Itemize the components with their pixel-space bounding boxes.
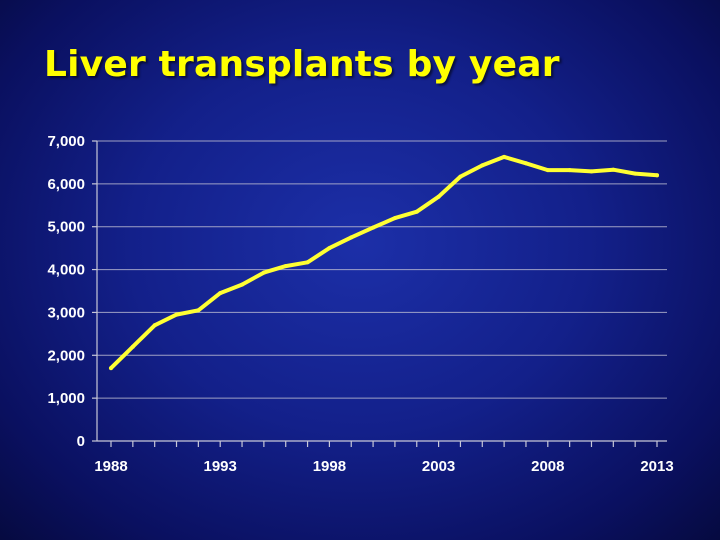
data-point	[523, 161, 528, 166]
data-point	[589, 169, 594, 174]
y-tick-label: 5,000	[47, 219, 85, 236]
data-point	[633, 171, 638, 176]
y-tick-label: 6,000	[47, 176, 85, 193]
x-tick-label: 2013	[640, 458, 673, 475]
data-point	[283, 264, 288, 269]
data-point	[174, 312, 179, 317]
data-point	[480, 163, 485, 168]
y-tick-label: 2,000	[47, 347, 85, 364]
data-point	[218, 291, 223, 296]
y-tick-label: 3,000	[47, 304, 85, 321]
series-line	[109, 154, 659, 371]
y-tick-label: 4,000	[47, 262, 85, 279]
y-tick-label: 7,000	[47, 133, 85, 150]
slide-title: Liver transplants by year	[44, 44, 560, 85]
data-point	[436, 194, 441, 199]
data-point	[305, 260, 310, 265]
data-point	[196, 308, 201, 313]
data-point	[261, 270, 266, 275]
data-point	[458, 174, 463, 179]
data-point	[130, 344, 135, 349]
data-point	[109, 366, 113, 371]
data-point	[240, 282, 245, 287]
data-point	[371, 225, 376, 230]
axes	[92, 140, 667, 447]
x-tick-label: 2008	[531, 458, 564, 475]
x-tick-label: 2003	[422, 458, 455, 475]
y-tick-label: 1,000	[47, 390, 85, 407]
series-layer	[109, 154, 659, 371]
x-tick-label: 1998	[313, 458, 346, 475]
x-tick-label: 1988	[94, 458, 127, 475]
data-point	[349, 235, 354, 240]
x-tick-label: 1993	[204, 458, 237, 475]
data-point	[611, 167, 616, 172]
data-point	[545, 168, 550, 173]
data-point	[392, 216, 397, 221]
data-point	[655, 173, 659, 178]
tick-labels: 0 1,000 2,000 3,000 4,000 5,000 6,000 7,000 1988…	[47, 133, 673, 475]
data-point	[414, 209, 419, 214]
y-tick-label: 0	[77, 433, 85, 450]
gridlines	[97, 140, 667, 399]
data-point	[502, 154, 507, 159]
data-point	[327, 246, 332, 251]
data-point	[567, 168, 572, 173]
data-point	[152, 323, 157, 328]
